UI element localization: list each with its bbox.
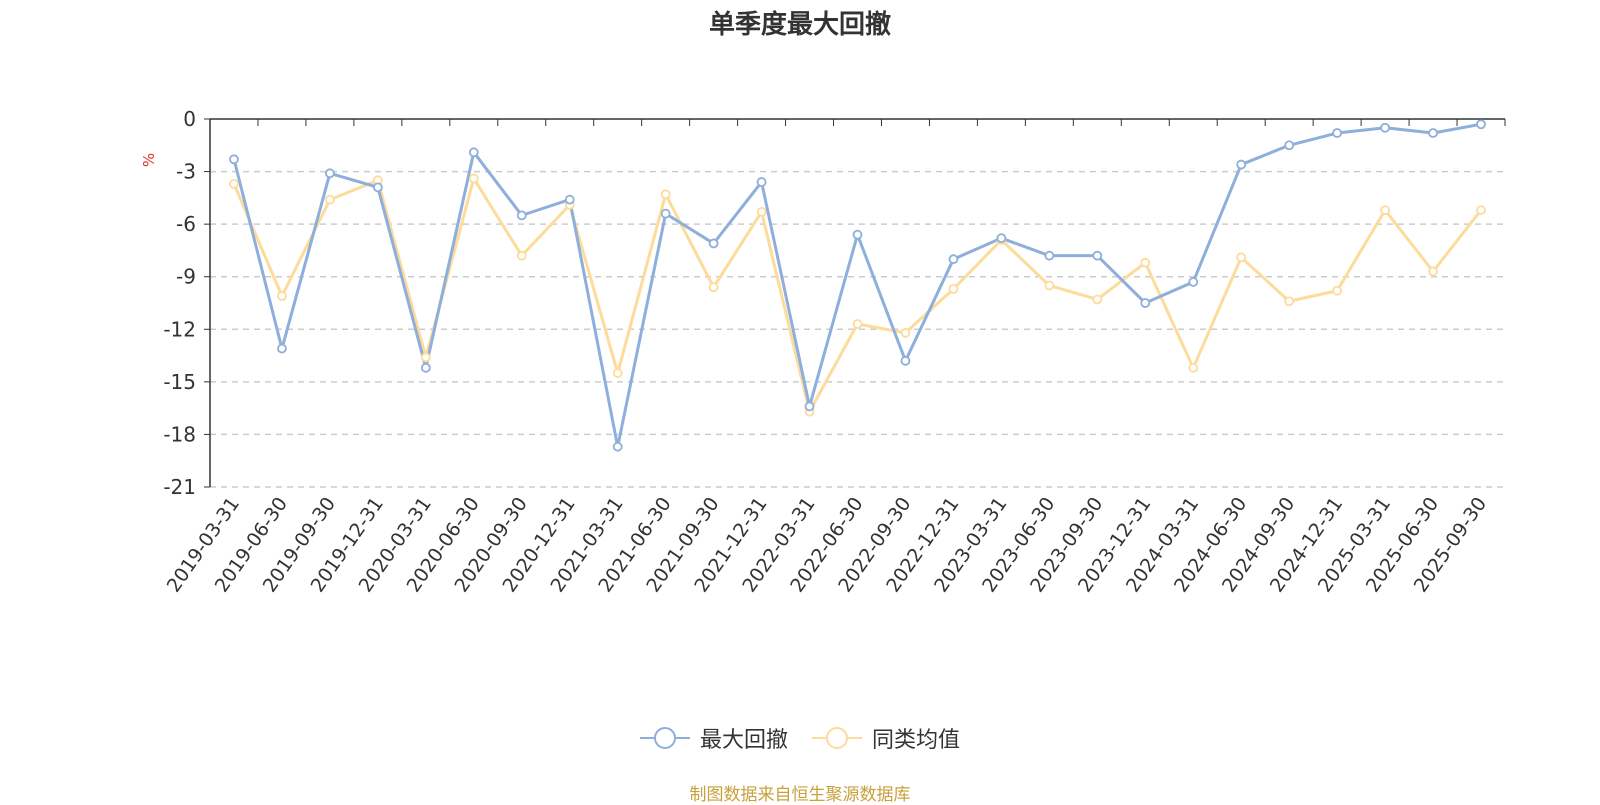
y-tick-label: -9 (176, 265, 196, 289)
series-1-point[interactable] (420, 352, 431, 363)
series-0-point[interactable] (1236, 159, 1247, 170)
series-0-point[interactable] (1140, 298, 1151, 308)
series-0-point[interactable] (1284, 140, 1295, 151)
series-0-point[interactable] (948, 254, 959, 265)
series-0-point[interactable] (372, 182, 383, 193)
series-0-point[interactable] (852, 229, 863, 240)
series-1-point[interactable] (1236, 252, 1247, 263)
y-tick-label: -18 (163, 422, 196, 446)
series-1-point[interactable] (1092, 294, 1103, 305)
y-axis-unit-label: % (140, 153, 158, 167)
series-1-point[interactable] (1044, 280, 1055, 291)
series-line-0 (232, 122, 1482, 449)
series-1-point[interactable] (660, 189, 671, 200)
series-0-point[interactable] (756, 177, 767, 187)
series-1-point[interactable] (277, 291, 287, 301)
y-tick-label: -12 (163, 317, 196, 341)
legend-label-peer-average: 同类均值 (872, 728, 961, 753)
series-0-point[interactable] (612, 441, 623, 452)
series-0-point[interactable] (660, 208, 671, 219)
legend-marker-peer-average (812, 727, 862, 749)
series-layer (229, 119, 1486, 452)
axis-layer: 0-3-6-9-12-15-18-212019-03-312019-06-302… (163, 107, 1506, 596)
series-1-point[interactable] (900, 327, 911, 338)
series-0-point[interactable] (804, 401, 815, 412)
series-1-point[interactable] (325, 194, 335, 205)
y-tick-label: -21 (163, 475, 196, 499)
series-1-point[interactable] (852, 319, 863, 329)
series-0-point[interactable] (900, 355, 911, 366)
series-1-point[interactable] (1284, 296, 1295, 307)
series-1-point[interactable] (1332, 285, 1343, 296)
series-0-point[interactable] (1428, 128, 1438, 138)
series-1-point[interactable] (708, 282, 719, 293)
y-tick-label: -15 (163, 370, 196, 394)
y-tick-label: -6 (176, 212, 196, 236)
legend-item-peer-average[interactable]: 同类均值 (812, 722, 960, 754)
series-1-point[interactable] (468, 173, 479, 184)
series-1-point[interactable] (948, 284, 959, 294)
series-0-point[interactable] (564, 194, 575, 205)
series-0-point[interactable] (1476, 119, 1486, 130)
series-0-point[interactable] (1332, 128, 1343, 138)
chart-title: 单季度最大回撤 (708, 10, 891, 40)
grid-layer (210, 170, 1505, 488)
legend-label-max-drawdown: 最大回撤 (699, 728, 788, 753)
line-chart: 0-3-6-9-12-15-18-212019-03-312019-06-302… (140, 107, 1506, 596)
series-1-point[interactable] (516, 250, 527, 261)
y-tick-label: 0 (183, 107, 196, 131)
legend-marker-max-drawdown (639, 727, 690, 749)
series-0-point[interactable] (708, 238, 719, 249)
series-0-point[interactable] (1380, 122, 1390, 133)
y-tick-label: -3 (176, 160, 196, 184)
series-0-point[interactable] (1188, 277, 1199, 287)
source-note: 制图数据来自恒生聚源数据库 (689, 785, 911, 805)
series-0-point[interactable] (229, 154, 239, 165)
legend-item-max-drawdown[interactable]: 最大回撤 (639, 722, 788, 754)
series-0-point[interactable] (1044, 250, 1055, 261)
series-0-point[interactable] (420, 362, 431, 373)
series-1-point[interactable] (1188, 362, 1199, 373)
series-line-1 (232, 177, 1483, 414)
series-0-point[interactable] (1092, 250, 1103, 261)
legend: 最大回撤 同类均值 (0, 722, 1600, 754)
series-1-point[interactable] (1476, 205, 1486, 216)
series-1-point[interactable] (612, 368, 623, 378)
series-1-point[interactable] (1428, 266, 1438, 277)
series-1-point[interactable] (1380, 205, 1390, 216)
series-0-point[interactable] (325, 168, 335, 179)
series-0-point[interactable] (516, 210, 527, 221)
series-0-point[interactable] (468, 147, 479, 158)
series-1-point[interactable] (756, 206, 767, 217)
series-1-point[interactable] (229, 178, 239, 189)
series-1-point[interactable] (1140, 257, 1151, 268)
series-0-point[interactable] (996, 233, 1007, 244)
series-0-point[interactable] (277, 343, 287, 354)
